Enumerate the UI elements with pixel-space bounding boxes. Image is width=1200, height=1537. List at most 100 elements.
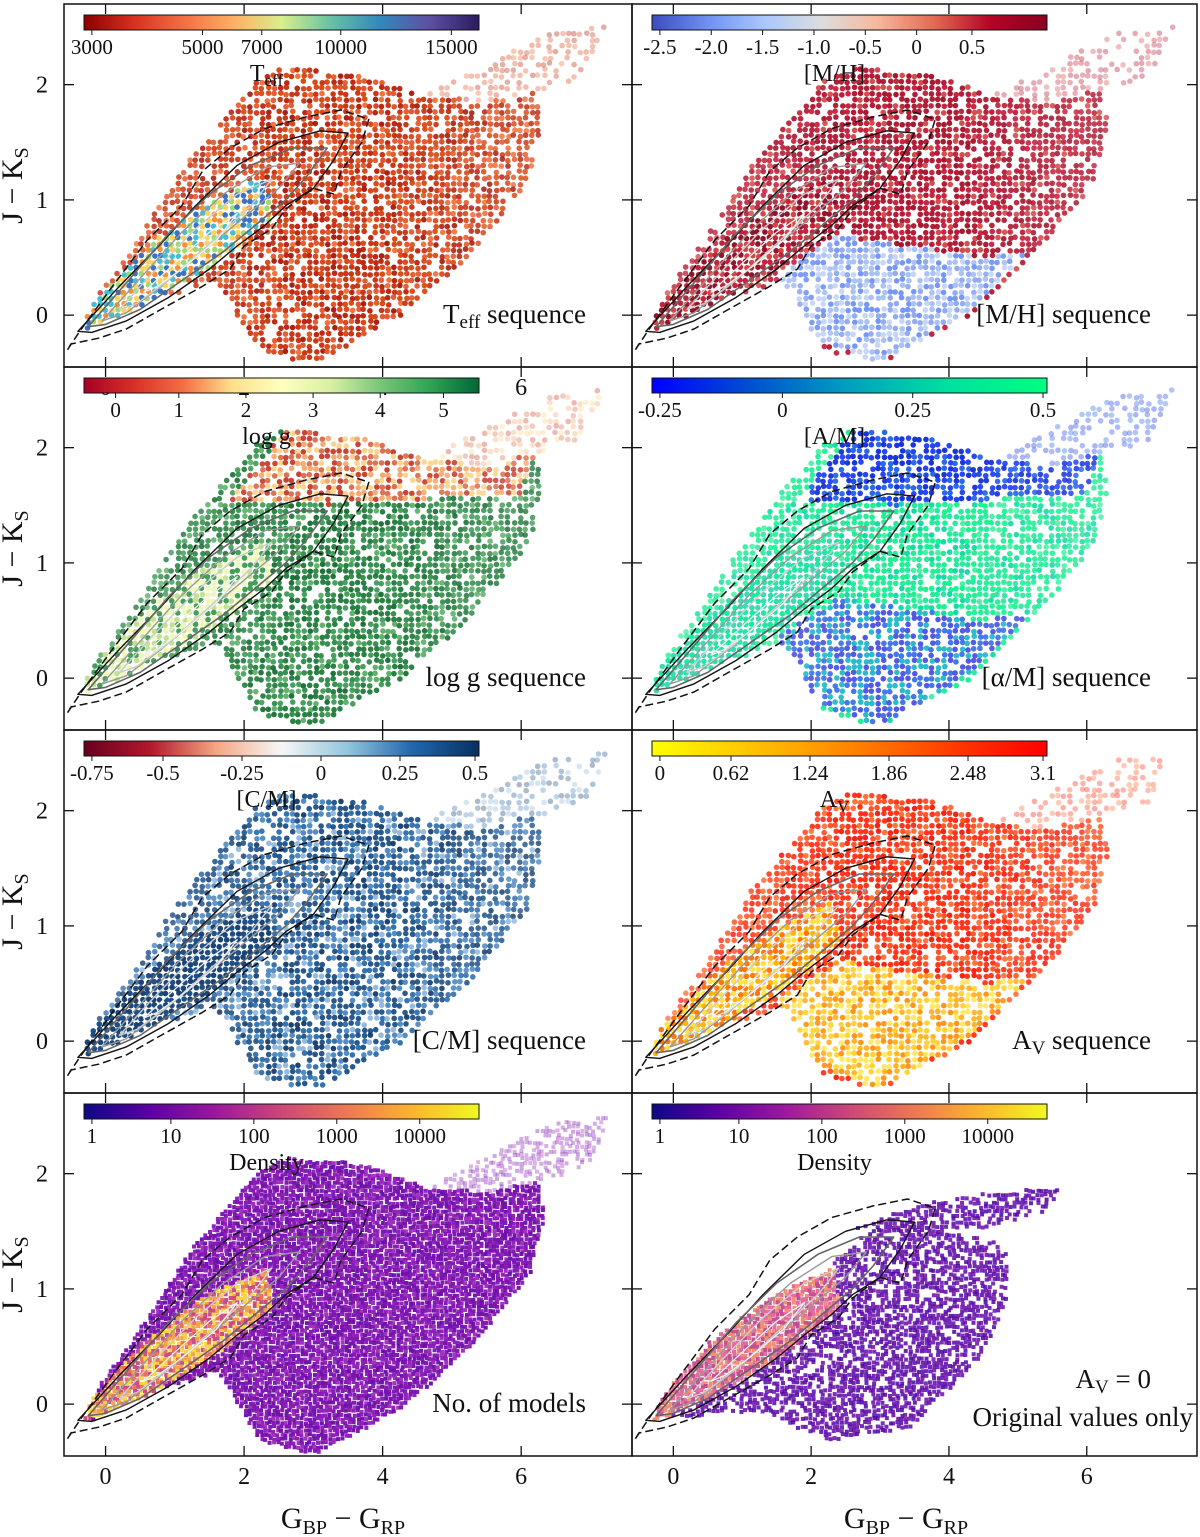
model-point — [558, 60, 565, 67]
model-point — [1002, 210, 1008, 216]
model-point — [258, 330, 264, 336]
model-point — [174, 230, 180, 236]
model-point — [294, 230, 301, 236]
model-point — [828, 301, 834, 307]
model-point — [367, 308, 373, 314]
model-point — [385, 216, 392, 223]
model-point — [498, 163, 505, 169]
model-point — [218, 264, 224, 271]
model-point — [863, 114, 870, 121]
model-point — [1037, 181, 1043, 188]
model-point — [862, 342, 869, 349]
model-point — [916, 132, 922, 139]
model-point — [505, 157, 511, 164]
model-point — [899, 229, 905, 236]
model-point — [481, 186, 487, 192]
model-point — [408, 295, 415, 301]
model-point — [276, 635, 283, 641]
model-point — [379, 90, 386, 97]
model-point — [397, 282, 403, 289]
model-point — [397, 109, 403, 115]
model-point — [952, 96, 959, 103]
model-point — [319, 229, 326, 235]
model-point — [236, 561, 242, 567]
model-point — [265, 664, 272, 671]
model-point — [319, 294, 325, 301]
model-point — [989, 120, 995, 126]
model-point — [839, 109, 846, 116]
model-point — [390, 187, 397, 194]
model-point — [252, 669, 258, 675]
model-point — [904, 85, 911, 92]
model-point — [857, 259, 864, 265]
model-point — [464, 145, 470, 152]
model-point — [462, 109, 469, 115]
model-point — [881, 324, 887, 331]
model-point — [930, 270, 936, 277]
model-point — [270, 615, 277, 622]
model-point — [1127, 78, 1133, 84]
model-point — [180, 222, 187, 229]
model-point — [899, 218, 905, 224]
model-point — [355, 325, 362, 332]
model-point — [439, 247, 446, 253]
model-point — [92, 663, 98, 669]
model-point — [414, 295, 420, 301]
model-point — [851, 139, 857, 146]
model-point — [157, 573, 164, 580]
model-point — [427, 252, 433, 259]
model-point — [964, 265, 971, 272]
model-point — [348, 247, 355, 254]
model-point — [348, 271, 355, 277]
model-point — [1019, 259, 1026, 266]
model-point — [504, 103, 511, 109]
model-point — [922, 229, 929, 236]
model-point — [840, 270, 846, 277]
model-point — [186, 562, 193, 569]
model-point — [210, 192, 217, 199]
model-point — [174, 198, 181, 205]
model-point — [355, 127, 362, 134]
model-point — [457, 138, 463, 145]
model-point — [953, 126, 959, 133]
model-point — [1025, 174, 1032, 181]
model-point — [881, 120, 888, 127]
model-point — [851, 78, 857, 85]
model-point — [276, 580, 282, 586]
model-point — [259, 627, 266, 634]
model-point — [832, 92, 839, 98]
model-point — [1169, 24, 1176, 31]
model-point — [1138, 55, 1145, 61]
model-point — [277, 437, 284, 443]
model-point — [1030, 210, 1037, 217]
model-point — [318, 84, 325, 91]
model-point — [701, 259, 707, 265]
model-point — [240, 296, 247, 302]
model-point — [959, 300, 966, 307]
model-point — [910, 301, 917, 307]
model-point — [254, 175, 260, 181]
model-point — [659, 301, 666, 308]
model-point — [918, 247, 924, 254]
model-point — [905, 193, 911, 199]
model-point — [264, 288, 271, 295]
model-point — [886, 319, 893, 325]
model-point — [330, 349, 336, 355]
model-point — [384, 254, 390, 260]
model-point — [445, 164, 452, 170]
model-point — [229, 235, 235, 241]
model-point — [228, 544, 234, 551]
model-point — [266, 615, 272, 622]
model-point — [917, 241, 924, 248]
model-point — [983, 241, 989, 248]
model-point — [856, 307, 863, 314]
model-point — [247, 198, 253, 205]
model-point — [809, 122, 816, 128]
model-point — [1054, 204, 1061, 210]
model-point — [283, 693, 289, 699]
model-point — [1151, 42, 1157, 48]
model-point — [319, 211, 326, 218]
model-point — [852, 319, 858, 326]
model-point — [318, 276, 325, 282]
model-point — [845, 90, 851, 97]
